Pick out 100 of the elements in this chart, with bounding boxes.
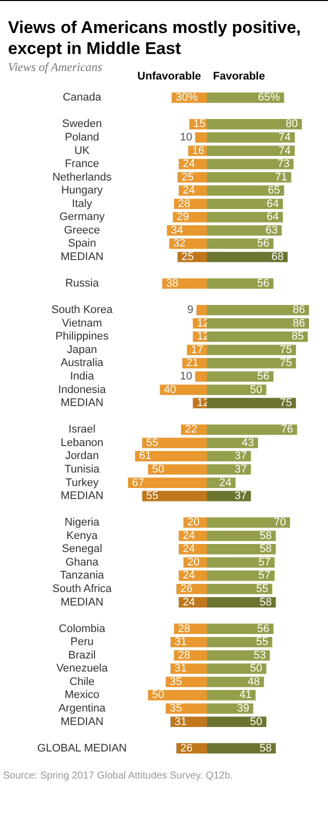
data-label: 28 xyxy=(178,649,190,662)
series-label: Favorable xyxy=(213,70,265,82)
data-label: 76 xyxy=(280,424,294,436)
data-label: 63 xyxy=(265,224,278,236)
bar xyxy=(196,304,207,316)
bar xyxy=(195,371,207,382)
y-tick-label: MEDIAN xyxy=(60,397,104,410)
data-label: 58 xyxy=(260,742,272,754)
data-label: 37 xyxy=(234,450,247,462)
y-tick-label: France xyxy=(64,158,100,170)
data-label: 24 xyxy=(182,543,195,556)
data-label: 25 xyxy=(182,171,194,184)
chart-subtitle: Views of Americans xyxy=(8,60,103,74)
data-label: 64 xyxy=(266,198,279,210)
data-label: 28 xyxy=(178,198,190,210)
data-label: 70 xyxy=(274,516,286,529)
y-tick-label: MEDIAN xyxy=(60,596,104,608)
y-tick-label: Netherlands xyxy=(52,171,112,184)
data-label: 74 xyxy=(278,131,291,144)
y-tick-label: Peru xyxy=(70,636,94,648)
y-tick-label: Brazil xyxy=(68,649,96,662)
data-label: 55 xyxy=(256,583,268,595)
data-label: 48 xyxy=(248,676,260,688)
data-label: 10 xyxy=(180,370,192,383)
data-label: 26 xyxy=(180,742,193,754)
data-label: 15 xyxy=(193,118,206,130)
data-label: 24 xyxy=(182,158,195,170)
data-label: 21 xyxy=(186,357,198,370)
data-label: 86 xyxy=(292,304,305,316)
data-label: 64 xyxy=(266,211,279,224)
y-tick-label: GLOBAL MEDIAN xyxy=(37,742,127,754)
data-label: 31 xyxy=(174,716,187,728)
data-label: 32 xyxy=(173,238,186,250)
y-tick-label: Colombia xyxy=(58,622,106,635)
data-label: 50 xyxy=(250,384,262,396)
data-label: 65 xyxy=(268,184,280,197)
y-tick-label: Germany xyxy=(59,211,106,224)
data-label: 35 xyxy=(170,702,182,715)
data-label: 50 xyxy=(152,463,164,476)
data-label: 35 xyxy=(170,676,182,688)
y-tick-label: Greece xyxy=(64,224,100,236)
y-tick-label: MEDIAN xyxy=(60,251,104,263)
y-tick-label: Chile xyxy=(69,676,95,688)
data-label: 24 xyxy=(219,476,232,489)
data-label: 26 xyxy=(180,583,193,595)
data-label: 31 xyxy=(174,636,187,648)
data-label: 22 xyxy=(185,424,198,436)
bar xyxy=(195,132,207,143)
y-tick-label: Jordan xyxy=(65,450,99,462)
data-label: 53 xyxy=(254,649,266,662)
y-tick-label: Italy xyxy=(72,198,93,210)
data-label: 9 xyxy=(187,304,194,316)
y-tick-label: Japan xyxy=(67,344,97,356)
y-tick-label: Mexico xyxy=(64,689,100,702)
data-label: 30% xyxy=(176,92,198,104)
data-label: 50 xyxy=(152,689,164,702)
source-note: Source: Spring 2017 Global Attitudes Survey. Q12b. xyxy=(3,770,233,782)
y-tick-label: Vietnam xyxy=(62,317,102,330)
data-label: 20 xyxy=(187,516,200,529)
y-tick-label: Lebanon xyxy=(60,436,104,449)
y-tick-label: Philippines xyxy=(55,330,110,343)
chart-title: Views of Americans mostly positive, except in Middle East xyxy=(8,18,306,58)
data-label: 10 xyxy=(180,131,192,144)
data-label: 58 xyxy=(260,530,272,542)
data-label: 71 xyxy=(274,171,288,184)
data-label: 40 xyxy=(164,384,176,396)
y-tick-label: Venezuela xyxy=(56,662,109,675)
data-label: 67 xyxy=(132,476,144,489)
data-label: 73 xyxy=(277,158,290,170)
y-tick-label: Turkey xyxy=(65,476,100,489)
data-label: 24 xyxy=(182,596,195,608)
series-label: Unfavorable xyxy=(137,70,202,82)
data-label: 37 xyxy=(234,463,247,476)
data-label: 58 xyxy=(260,596,272,608)
data-label: 50 xyxy=(250,662,262,675)
data-label: 24 xyxy=(182,570,195,582)
data-label: 20 xyxy=(187,556,200,568)
data-label: 16 xyxy=(192,144,204,157)
y-tick-label: Senegal xyxy=(62,543,102,556)
y-tick-label: Nigeria xyxy=(64,516,100,529)
y-tick-label: Canada xyxy=(62,92,102,104)
data-label: 34 xyxy=(170,224,184,236)
y-tick-label: Australia xyxy=(60,357,104,370)
y-tick-label: Hungary xyxy=(61,184,104,197)
data-label: 74 xyxy=(278,144,291,157)
data-label: 58 xyxy=(260,543,272,556)
data-label: 41 xyxy=(239,689,252,702)
y-tick-label: MEDIAN xyxy=(60,716,104,728)
data-label: 55 xyxy=(146,436,158,449)
y-tick-label: Argentina xyxy=(58,702,106,715)
data-label: 75 xyxy=(280,397,292,410)
y-tick-label: India xyxy=(70,370,95,383)
data-label: 31 xyxy=(174,662,187,675)
y-tick-label: Israel xyxy=(68,424,96,436)
data-label: 56 xyxy=(257,238,270,250)
y-tick-label: Spain xyxy=(68,238,96,250)
data-label: 55 xyxy=(256,636,268,648)
data-label: 61 xyxy=(139,450,152,462)
data-label: 56 xyxy=(257,370,270,383)
y-tick-label: South Korea xyxy=(51,304,114,316)
